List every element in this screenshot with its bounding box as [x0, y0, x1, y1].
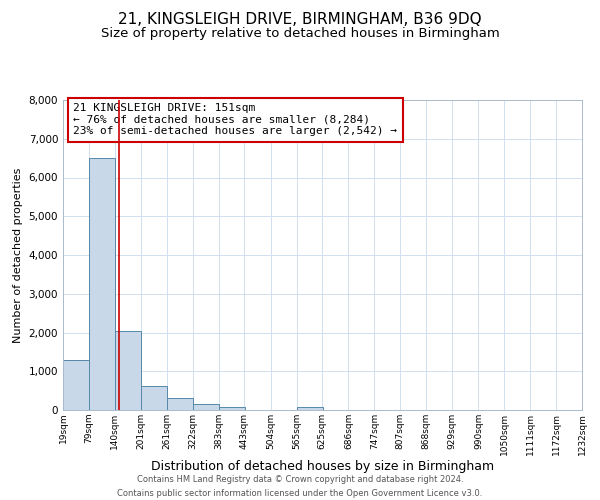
Text: 21 KINGSLEIGH DRIVE: 151sqm
← 76% of detached houses are smaller (8,284)
23% of : 21 KINGSLEIGH DRIVE: 151sqm ← 76% of det…: [73, 103, 397, 136]
Bar: [296, 407, 323, 410]
Text: Contains HM Land Registry data © Crown copyright and database right 2024.
Contai: Contains HM Land Registry data © Crown c…: [118, 476, 482, 498]
Y-axis label: Number of detached properties: Number of detached properties: [13, 168, 23, 342]
Bar: [167, 398, 193, 410]
Bar: [219, 407, 245, 410]
Text: Size of property relative to detached houses in Birmingham: Size of property relative to detached ho…: [101, 28, 499, 40]
Bar: [63, 360, 89, 410]
X-axis label: Distribution of detached houses by size in Birmingham: Distribution of detached houses by size …: [151, 460, 494, 473]
Bar: [141, 386, 167, 410]
Bar: [193, 404, 219, 410]
Text: 21, KINGSLEIGH DRIVE, BIRMINGHAM, B36 9DQ: 21, KINGSLEIGH DRIVE, BIRMINGHAM, B36 9D…: [118, 12, 482, 28]
Bar: [89, 158, 115, 410]
Bar: [115, 330, 141, 410]
